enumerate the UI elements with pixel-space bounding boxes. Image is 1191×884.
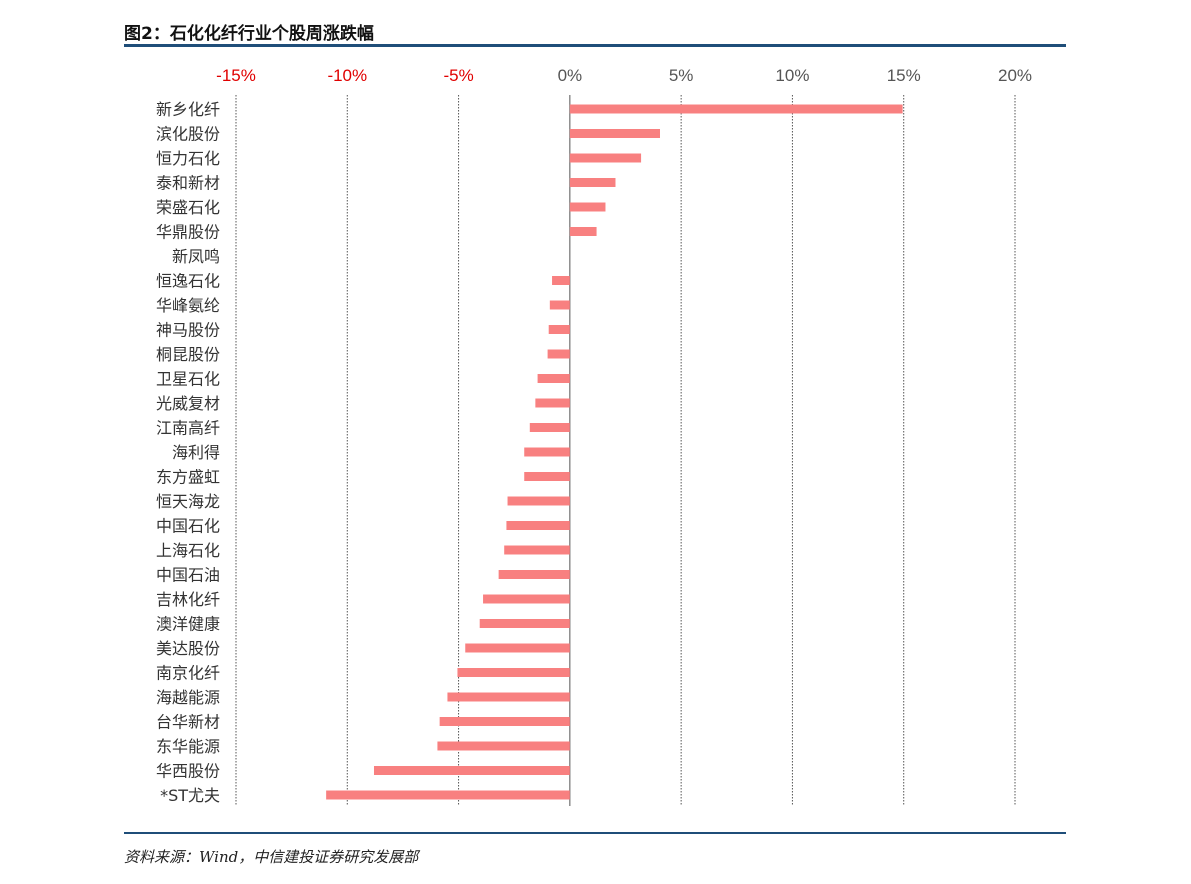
bar <box>535 398 570 408</box>
category-label: 荣盛石化 <box>156 198 220 217</box>
source-note: 资料来源：Wind，中信建投证券研究发展部 <box>124 848 419 866</box>
bar <box>373 766 570 775</box>
bar <box>524 447 570 457</box>
x-tick-label: 15% <box>887 66 921 85</box>
bar <box>548 325 570 334</box>
bar <box>569 227 597 236</box>
bar <box>326 790 570 800</box>
bar <box>524 472 570 481</box>
category-label: 新乡化纤 <box>156 100 220 119</box>
category-label: 恒力石化 <box>156 149 220 168</box>
bar <box>465 643 570 653</box>
category-label: 东方盛虹 <box>156 468 220 487</box>
category-label: 华西股份 <box>156 762 220 781</box>
category-label: 南京化纤 <box>156 664 220 683</box>
bar <box>498 570 570 579</box>
bar <box>529 423 570 432</box>
category-label: 神马股份 <box>156 321 220 340</box>
x-tick-label: -10% <box>327 66 367 85</box>
bar <box>552 276 570 285</box>
bar <box>439 717 570 726</box>
category-label: 上海石化 <box>156 541 220 560</box>
title-rule <box>124 44 1066 47</box>
bar <box>504 545 570 555</box>
bar <box>437 741 570 751</box>
x-tick-label: 10% <box>775 66 809 85</box>
source-rule <box>124 832 1066 834</box>
category-label: 新凤鸣 <box>172 247 220 266</box>
x-tick-label: 5% <box>669 66 694 85</box>
bar <box>507 496 570 506</box>
category-label: 华鼎股份 <box>156 223 220 242</box>
bar <box>569 153 642 163</box>
category-label: *ST尤夫 <box>160 786 220 805</box>
category-label: 恒天海龙 <box>156 492 220 511</box>
category-label: 滨化股份 <box>156 125 220 144</box>
bar <box>569 202 606 212</box>
chart-title: 图2：石化化纤行业个股周涨跌幅 <box>124 24 374 44</box>
bar <box>457 668 570 677</box>
category-label: 光威复材 <box>156 394 220 413</box>
category-label: 美达股份 <box>156 639 220 658</box>
bar <box>547 349 570 359</box>
x-tick-label: -5% <box>443 66 473 85</box>
category-label: 海越能源 <box>156 688 220 707</box>
category-label: 海利得 <box>172 443 220 462</box>
bar <box>569 129 660 138</box>
bar <box>483 594 570 604</box>
x-tick-label: 0% <box>558 66 583 85</box>
bar <box>569 178 616 187</box>
category-label: 台华新材 <box>156 713 220 732</box>
category-label: 桐昆股份 <box>156 345 220 364</box>
bar <box>447 692 570 702</box>
category-label: 华峰氨纶 <box>156 296 220 315</box>
category-label: 东华能源 <box>156 737 220 756</box>
category-label: 中国石油 <box>156 566 220 585</box>
x-tick-label: -15% <box>216 66 256 85</box>
category-label: 泰和新材 <box>156 174 220 193</box>
bar <box>506 521 570 530</box>
category-label: 吉林化纤 <box>156 590 220 609</box>
category-label: 卫星石化 <box>156 370 220 389</box>
category-label: 江南高纤 <box>156 419 220 438</box>
category-label: 澳洋健康 <box>156 615 220 634</box>
bar <box>549 300 570 310</box>
bar <box>479 619 570 628</box>
bar <box>537 374 570 383</box>
category-label: 恒逸石化 <box>156 272 220 291</box>
x-tick-label: 20% <box>998 66 1032 85</box>
category-label: 中国石化 <box>156 517 220 536</box>
bar <box>569 104 903 114</box>
